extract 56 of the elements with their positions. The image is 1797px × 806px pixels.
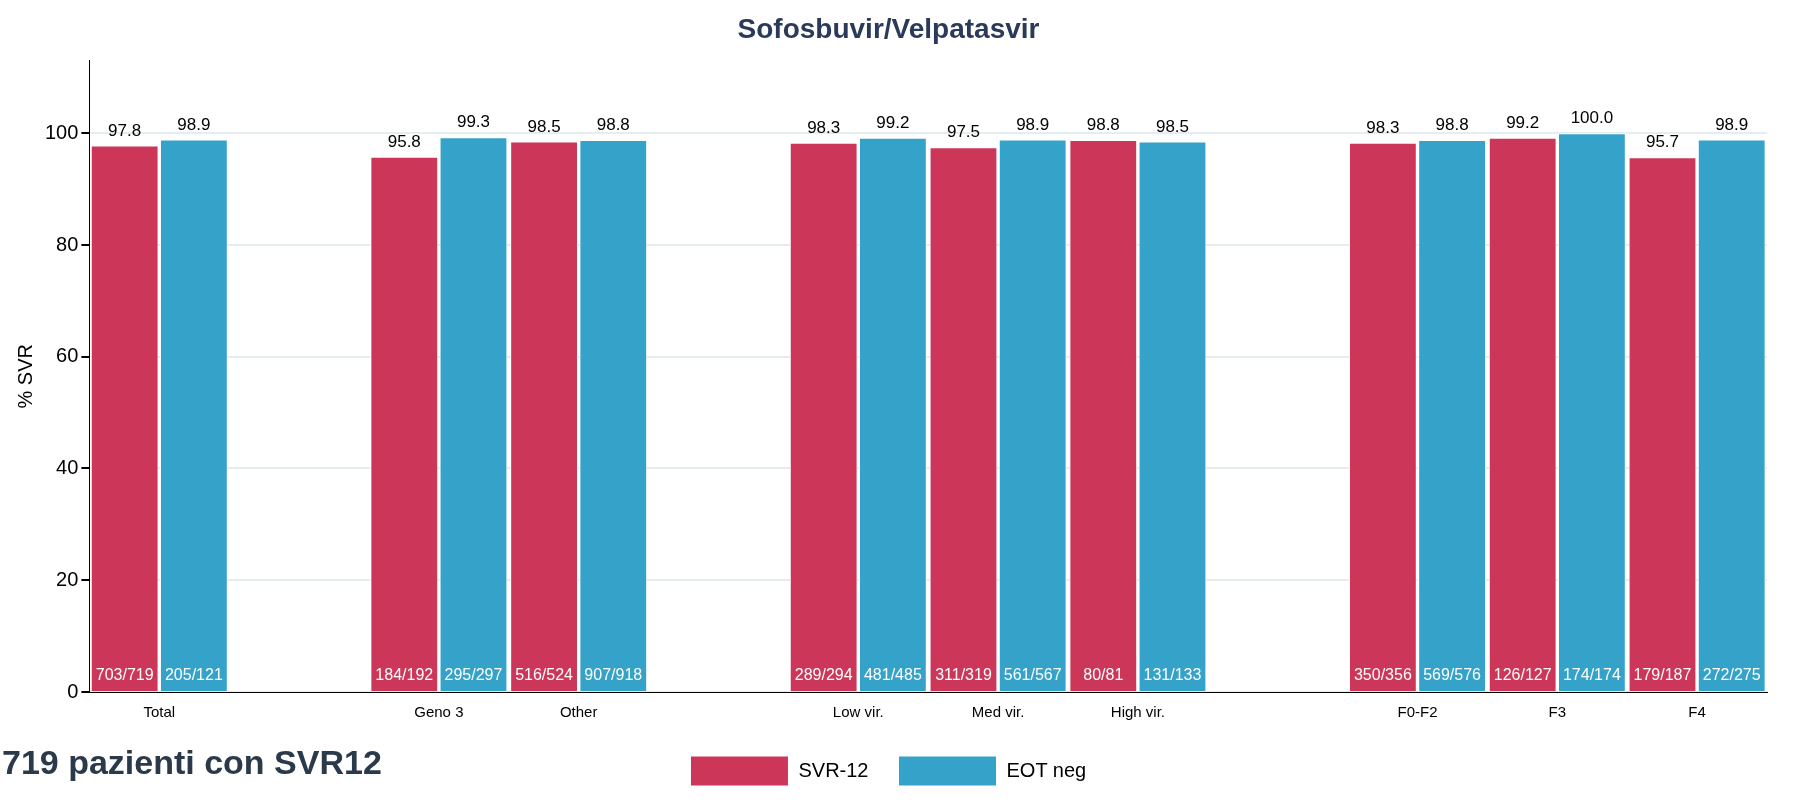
annotation: 907/918: [584, 666, 643, 684]
x-tick-label: Total: [143, 703, 176, 721]
x-tick-label: Med vir.: [971, 703, 1025, 721]
annotation: 126/127: [1493, 666, 1552, 684]
annotation: 561/567: [1003, 666, 1062, 684]
x-tick-label: F4: [1688, 703, 1706, 721]
x-tick-label: F0-F2: [1397, 703, 1438, 721]
y-tick-label: 20: [56, 567, 79, 590]
data-label: 99.2: [1506, 112, 1540, 132]
data-label: 97.5: [946, 122, 981, 142]
annotation: 289/294: [794, 666, 853, 684]
y-tick-label: 80: [56, 232, 79, 255]
y-tick-label: 60: [56, 344, 79, 367]
y-tick-label: 0: [67, 679, 79, 702]
x-tick-label: Other: [559, 703, 598, 721]
data-label: 98.8: [596, 115, 630, 135]
data-label: 98.9: [1715, 114, 1749, 134]
annotation: 131/133: [1143, 666, 1202, 684]
annotation: 179/187: [1633, 666, 1692, 684]
data-label: 97.8: [108, 120, 142, 140]
annotation: 80/81: [1083, 666, 1124, 684]
annotation: 184/192: [375, 666, 434, 684]
annotation: 481/485: [863, 666, 922, 684]
annotation: 205/121: [164, 666, 223, 684]
annotation: 174/174: [1562, 666, 1621, 684]
data-label: 95.8: [387, 131, 421, 151]
annotation: 703/719: [95, 666, 154, 684]
annotation: 350/356: [1353, 666, 1412, 684]
annotation: 516/524: [515, 666, 574, 684]
x-tick-label: High vir.: [1110, 703, 1165, 721]
data-label: 98.8: [1435, 115, 1469, 135]
data-label: 99.2: [876, 112, 910, 132]
x-tick-label: Low vir.: [832, 703, 884, 721]
x-tick-label: F3: [1548, 703, 1567, 721]
y-tick-label: 40: [56, 456, 79, 479]
text: 719 pazienti con SVR12: [2, 743, 382, 782]
annotation: 311/319: [935, 666, 992, 684]
data-label: 98.5: [527, 116, 561, 136]
data-label: 98.5: [1155, 116, 1190, 136]
legend-label: SVR-12: [798, 758, 869, 781]
data-label: 98.9: [177, 114, 211, 134]
annotation: 272/275: [1702, 666, 1761, 684]
data-label: 98.3: [1366, 117, 1400, 137]
data-label: 98.3: [807, 117, 841, 137]
annotation: 569/576: [1423, 666, 1482, 684]
data-label: 98.9: [1016, 114, 1050, 134]
annotation: 295/297: [444, 666, 503, 684]
data-label: 100.0: [1570, 108, 1614, 128]
x-tick-label: Geno 3: [414, 703, 464, 721]
data-label: 95.7: [1645, 132, 1680, 152]
chart-title: Sofosbuvir/Velpatasvir: [737, 12, 1040, 44]
data-label: 99.3: [456, 112, 491, 132]
y-axis-title: % SVR: [13, 344, 36, 409]
data-label: 98.8: [1086, 115, 1120, 135]
legend-label: EOT neg: [1006, 758, 1087, 781]
y-tick-label: 100: [44, 120, 79, 143]
